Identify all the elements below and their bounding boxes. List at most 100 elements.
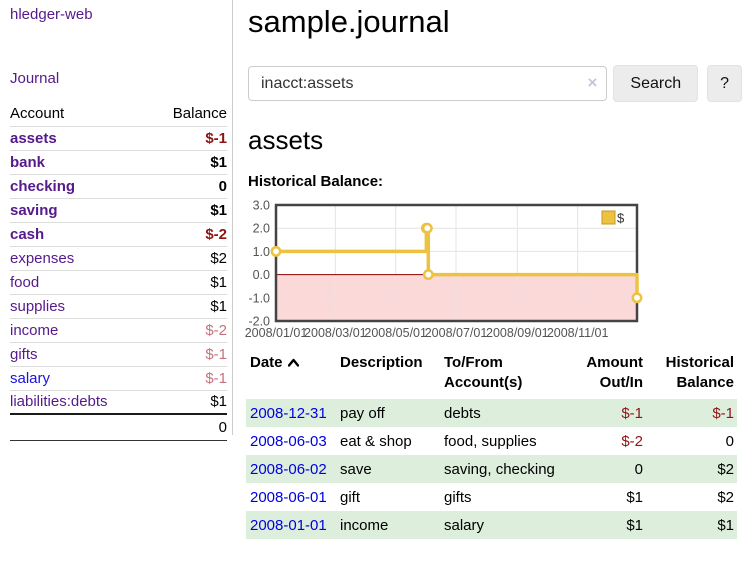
transaction-date-link[interactable]: 2008-06-01 xyxy=(250,489,327,506)
account-cell: supplies xyxy=(10,293,150,318)
transaction-amount: $-2 xyxy=(621,433,643,450)
svg-text:2.0: 2.0 xyxy=(253,222,270,236)
svg-text:2008/05/01: 2008/05/01 xyxy=(364,326,427,340)
transaction-balance: $2 xyxy=(717,461,734,478)
account-balance: $1 xyxy=(149,149,227,174)
transaction-accounts: gifts xyxy=(444,489,472,506)
transaction-date-cell: 2008-06-02 xyxy=(246,455,340,483)
account-row: gifts $-1 xyxy=(10,341,227,366)
transaction-row: 2008-06-03 eat & shop food, supplies $-2 0 xyxy=(246,427,737,455)
svg-text:2008/09/01: 2008/09/01 xyxy=(486,326,549,340)
accounts-table: Account Balance assets $-1 bank $1 checking 0… xyxy=(10,102,227,441)
transaction-row: 2008-01-01 income salary $1 $1 xyxy=(246,511,737,539)
transaction-row: 2008-12-31 pay off debts $-1 $-1 xyxy=(246,399,737,427)
svg-text:-1.0: -1.0 xyxy=(248,291,270,305)
accounts-header-balance: Balance xyxy=(172,105,227,123)
register-header-description: Description xyxy=(340,354,423,371)
account-row: cash $-2 xyxy=(10,221,227,246)
account-balance: $1 xyxy=(149,389,227,414)
account-link[interactable]: gifts xyxy=(10,345,38,363)
account-cell: gifts xyxy=(10,341,150,366)
svg-text:0.0: 0.0 xyxy=(253,268,270,282)
clear-search-icon[interactable]: × xyxy=(587,73,598,92)
search-input[interactable] xyxy=(248,66,608,101)
transaction-date-cell: 2008-06-01 xyxy=(246,483,340,511)
transaction-date-link[interactable]: 2008-06-03 xyxy=(250,433,327,450)
accounts-total-spacer xyxy=(10,413,150,441)
transaction-accounts: salary xyxy=(444,517,485,534)
account-balance: $-2 xyxy=(149,221,227,246)
svg-text:$: $ xyxy=(617,211,625,226)
page-title: sample.journal xyxy=(248,4,450,39)
transaction-date-link[interactable]: 2008-12-31 xyxy=(250,405,327,422)
register-header-balance: Historical Balance xyxy=(665,354,734,391)
account-link[interactable]: supplies xyxy=(10,297,66,315)
account-link[interactable]: food xyxy=(10,273,40,291)
sidebar-item-journal[interactable]: Journal xyxy=(10,70,60,87)
sidebar: hledger-web Journal Account Balance asse… xyxy=(0,0,233,441)
account-row: assets $-1 xyxy=(10,125,227,150)
account-cell: income xyxy=(10,317,150,342)
account-cell: checking xyxy=(10,173,150,198)
account-balance: $-1 xyxy=(149,365,227,390)
account-cell: expenses xyxy=(10,245,150,270)
account-row: supplies $1 xyxy=(10,293,227,318)
transaction-balance: $1 xyxy=(717,517,734,534)
historical-balance-chart: $3.0 2.0 1.0 0.0 -1.0 -2.0 2008/01/01 2008/03/0… xyxy=(245,196,742,340)
transaction-accounts: debts xyxy=(444,405,481,422)
register-header-amount: Amount Out/In xyxy=(586,354,643,391)
account-link[interactable]: bank xyxy=(10,153,46,171)
accounts-total-value: 0 xyxy=(149,413,227,441)
account-link[interactable]: checking xyxy=(10,177,76,195)
app-title-link[interactable]: hledger-web xyxy=(10,6,93,23)
account-link[interactable]: expenses xyxy=(10,249,75,267)
account-link[interactable]: cash xyxy=(10,225,45,243)
register-header-row: Date Description To/From Account(s) Amou… xyxy=(246,351,737,399)
search-button[interactable]: Search xyxy=(613,65,699,102)
account-heading: assets xyxy=(248,125,324,155)
account-cell: liabilities:debts xyxy=(10,389,150,414)
search-input-wrap: × xyxy=(248,66,608,101)
svg-text:2008/11/01: 2008/11/01 xyxy=(547,326,609,340)
transaction-description: save xyxy=(340,461,372,478)
accounts-header-account: Account xyxy=(10,105,65,123)
help-button[interactable]: ? xyxy=(707,65,742,102)
account-row: salary $-1 xyxy=(10,365,227,390)
transaction-amount: 0 xyxy=(634,461,643,478)
account-link[interactable]: saving xyxy=(10,201,58,219)
svg-text:3.0: 3.0 xyxy=(253,199,270,213)
account-row: saving $1 xyxy=(10,197,227,222)
transaction-description: gift xyxy=(340,489,361,506)
svg-text:-2.0: -2.0 xyxy=(248,315,270,329)
account-link[interactable]: liabilities:debts xyxy=(10,393,108,411)
svg-text:1.0: 1.0 xyxy=(253,245,270,259)
account-cell: salary xyxy=(10,365,150,390)
account-link[interactable]: assets xyxy=(10,129,57,147)
transaction-date-cell: 2008-12-31 xyxy=(246,399,340,427)
account-row: expenses $2 xyxy=(10,245,227,270)
account-row: income $-2 xyxy=(10,317,227,342)
register-header-accounts: To/From Account(s) xyxy=(444,354,523,391)
transaction-row: 2008-06-02 save saving, checking 0 $2 xyxy=(246,455,737,483)
transaction-date-cell: 2008-01-01 xyxy=(246,511,340,539)
accounts-header-row: Account Balance xyxy=(10,102,227,126)
account-cell: bank xyxy=(10,149,150,174)
transaction-accounts: food, supplies xyxy=(444,433,537,450)
account-cell: cash xyxy=(10,221,150,246)
transaction-date-link[interactable]: 2008-01-01 xyxy=(250,517,327,534)
account-balance: $-1 xyxy=(149,341,227,366)
account-link[interactable]: income xyxy=(10,321,59,339)
register-header-date-label: Date xyxy=(250,354,283,371)
register-header-date[interactable]: Date xyxy=(246,351,340,399)
transaction-date-link[interactable]: 2008-06-02 xyxy=(250,461,327,478)
account-row: food $1 xyxy=(10,269,227,294)
transaction-description: pay off xyxy=(340,405,385,422)
search-bar: × Search ? xyxy=(248,65,742,102)
account-row: liabilities:debts $1 xyxy=(10,389,227,414)
svg-text:2008/01/01: 2008/01/01 xyxy=(245,326,308,340)
account-cell: saving xyxy=(10,197,150,222)
transaction-amount: $1 xyxy=(626,517,643,534)
account-balance: $-2 xyxy=(149,317,227,342)
account-link[interactable]: salary xyxy=(10,369,51,387)
account-row: bank $1 xyxy=(10,149,227,174)
